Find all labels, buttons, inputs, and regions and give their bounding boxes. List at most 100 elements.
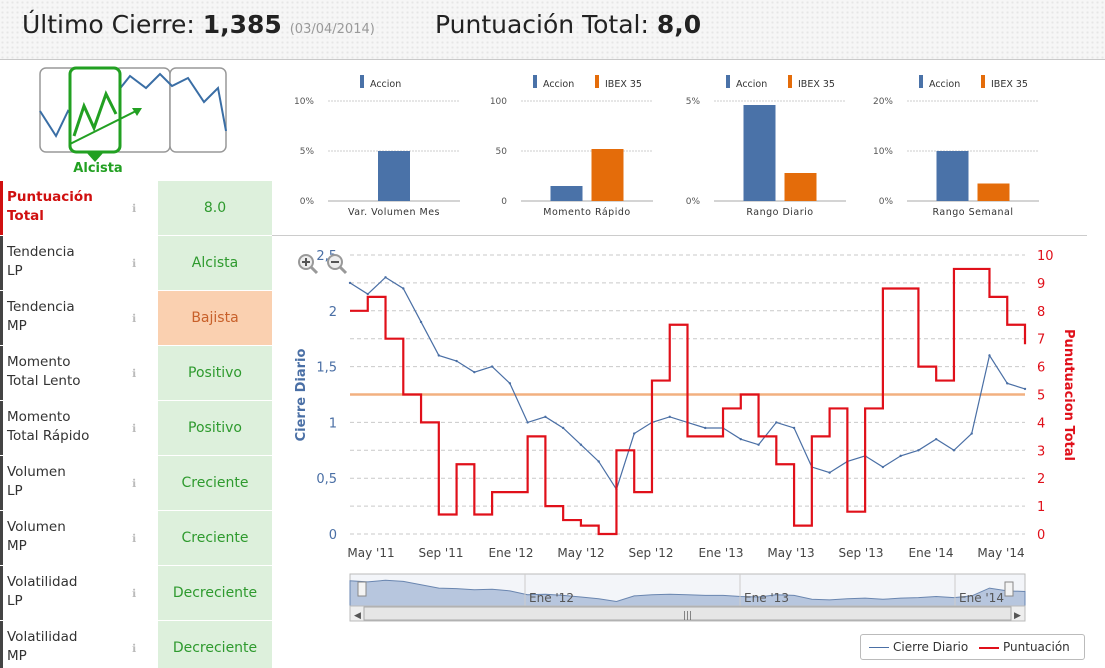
mini-legend-swatch xyxy=(595,75,599,88)
info-icon[interactable]: ℹ xyxy=(132,532,137,545)
score-series-line xyxy=(350,267,1027,536)
close-point xyxy=(437,354,441,357)
y2-tick-label: 3 xyxy=(1037,444,1045,459)
close-point xyxy=(561,426,565,430)
y2-tick-label: 2 xyxy=(1037,472,1045,487)
y2-axis-title: Punutuacion Total xyxy=(1061,329,1076,461)
info-icon[interactable]: ℹ xyxy=(132,422,137,435)
last-close-date: (03/04/2014) xyxy=(289,22,375,37)
close-point xyxy=(579,443,583,446)
info-icon[interactable]: ℹ xyxy=(132,367,137,380)
info-icon[interactable]: ℹ xyxy=(132,477,137,490)
mini-bar xyxy=(743,105,776,201)
navigator[interactable]: Ene '12 Ene '13 Ene '14 xyxy=(349,573,1026,607)
close-point xyxy=(792,426,796,430)
mini-legend-swatch xyxy=(788,75,792,88)
mini-bar xyxy=(378,151,410,201)
mini-tick-label: 10% xyxy=(873,147,893,157)
mini-tick-label: 0 xyxy=(501,197,507,207)
y-tick-label: 0,5 xyxy=(316,472,337,487)
mini-category-label: Rango Diario xyxy=(746,207,813,218)
mini-bar xyxy=(591,149,624,201)
trend-label: Alcista xyxy=(73,161,123,176)
score-row-label-line1: Momento xyxy=(7,354,71,370)
score-row-value: Decreciente xyxy=(158,566,272,620)
legend-score[interactable]: Puntuación xyxy=(979,640,1070,654)
close-point xyxy=(597,460,600,463)
mini-tick-label: 5% xyxy=(686,97,701,107)
scrollbar-thumb[interactable] xyxy=(363,606,1012,621)
last-close-value: 1,385 xyxy=(202,10,282,39)
close-point xyxy=(881,465,885,469)
score-row-value: Positivo xyxy=(158,346,272,400)
score-row-label: Momento Total Lento ℹ xyxy=(0,346,158,400)
legend-close-swatch xyxy=(869,647,889,648)
score-row-label-line2: Total xyxy=(7,208,44,224)
close-point xyxy=(704,426,707,430)
score-row: Puntuación Total ℹ 8.0 xyxy=(0,181,272,235)
mini-bar xyxy=(784,173,817,201)
chart-legend[interactable]: Cierre Diario Puntuación xyxy=(860,634,1085,660)
mini-legend-label: Accion xyxy=(736,79,767,90)
mini-chart: 0% 10% 20% Accion IBEX 35 Rango Semanal xyxy=(873,75,1039,218)
navigator-handle-right[interactable] xyxy=(1004,581,1014,597)
info-icon[interactable]: ℹ xyxy=(132,587,137,600)
info-icon[interactable]: ℹ xyxy=(132,642,137,655)
score-row-label-line2: LP xyxy=(7,483,23,499)
close-point xyxy=(473,370,476,374)
score-row-label: Tendencia LP ℹ xyxy=(0,236,158,290)
y2-tick-label: 9 xyxy=(1037,277,1045,292)
scrollbar[interactable]: ||| ◀ ▶ xyxy=(349,605,1026,622)
scrollbar-grip-icon: ||| xyxy=(683,611,692,621)
score-row: Volumen MP ℹ Creciente xyxy=(0,511,272,565)
close-point xyxy=(1006,382,1009,385)
total-score-value: 8,0 xyxy=(656,10,702,39)
score-row-value: Decreciente xyxy=(158,621,272,668)
mini-tick-label: 0% xyxy=(686,197,701,207)
close-point xyxy=(739,437,742,441)
score-row: Momento Total Rápido ℹ Positivo xyxy=(0,401,272,455)
mini-bar xyxy=(936,151,969,201)
zoom-out-icon[interactable] xyxy=(327,254,348,275)
score-row-label-line1: Volatilidad xyxy=(7,629,78,645)
y-tick-label: 0 xyxy=(329,528,337,543)
mini-tick-label: 10% xyxy=(294,97,314,107)
score-row-label-line1: Tendencia xyxy=(7,299,75,315)
total-score-label: Puntuación Total: xyxy=(435,10,649,39)
mini-tick-label: 20% xyxy=(873,97,893,107)
scroll-left-arrow-icon[interactable]: ◀ xyxy=(354,611,361,621)
mini-category-label: Rango Semanal xyxy=(932,207,1013,218)
mini-legend-label: IBEX 35 xyxy=(991,79,1028,90)
close-point xyxy=(348,281,352,285)
price-score-chart: 0 0,5 1 1,5 2 2,5 0 1 2 3 4 5 6 7 8 9 10 Cierre Diario Pun… xyxy=(285,240,1085,668)
score-row-label-line2: MP xyxy=(7,648,27,664)
info-icon[interactable]: ℹ xyxy=(132,312,137,325)
y2-tick-label: 4 xyxy=(1037,416,1045,431)
legend-score-swatch xyxy=(979,646,999,649)
close-point xyxy=(828,471,831,474)
y-tick-label: 2 xyxy=(329,305,337,320)
mini-category-label: Var. Volumen Mes xyxy=(348,207,440,218)
score-row-label-line1: Puntuación xyxy=(7,189,93,205)
x-tick-label: May '14 xyxy=(977,546,1024,560)
close-point xyxy=(526,421,529,424)
mini-legend-label: IBEX 35 xyxy=(798,79,835,90)
close-point xyxy=(988,354,991,357)
score-row-label-line2: MP xyxy=(7,318,27,334)
close-point xyxy=(633,432,636,435)
mini-tick-label: 5% xyxy=(300,147,315,157)
info-icon[interactable]: ℹ xyxy=(132,202,137,215)
navigator-label: Ene '12 xyxy=(529,591,574,605)
zoom-in-icon[interactable] xyxy=(298,254,319,275)
scroll-right-arrow-icon[interactable]: ▶ xyxy=(1014,611,1021,621)
score-row: Volumen LP ℹ Creciente xyxy=(0,456,272,510)
navigator-series xyxy=(349,579,1026,607)
mini-legend-swatch xyxy=(726,75,730,88)
legend-close[interactable]: Cierre Diario xyxy=(869,640,968,654)
close-point xyxy=(490,365,494,368)
score-row: Volatilidad MP ℹ Decreciente xyxy=(0,621,272,668)
info-icon[interactable]: ℹ xyxy=(132,257,137,270)
navigator-handle-left[interactable] xyxy=(357,581,367,597)
mini-bar-svg: 0% 5% 10% Accion Var. Volumen Mes 0 50 100 Accio… xyxy=(294,75,1039,218)
